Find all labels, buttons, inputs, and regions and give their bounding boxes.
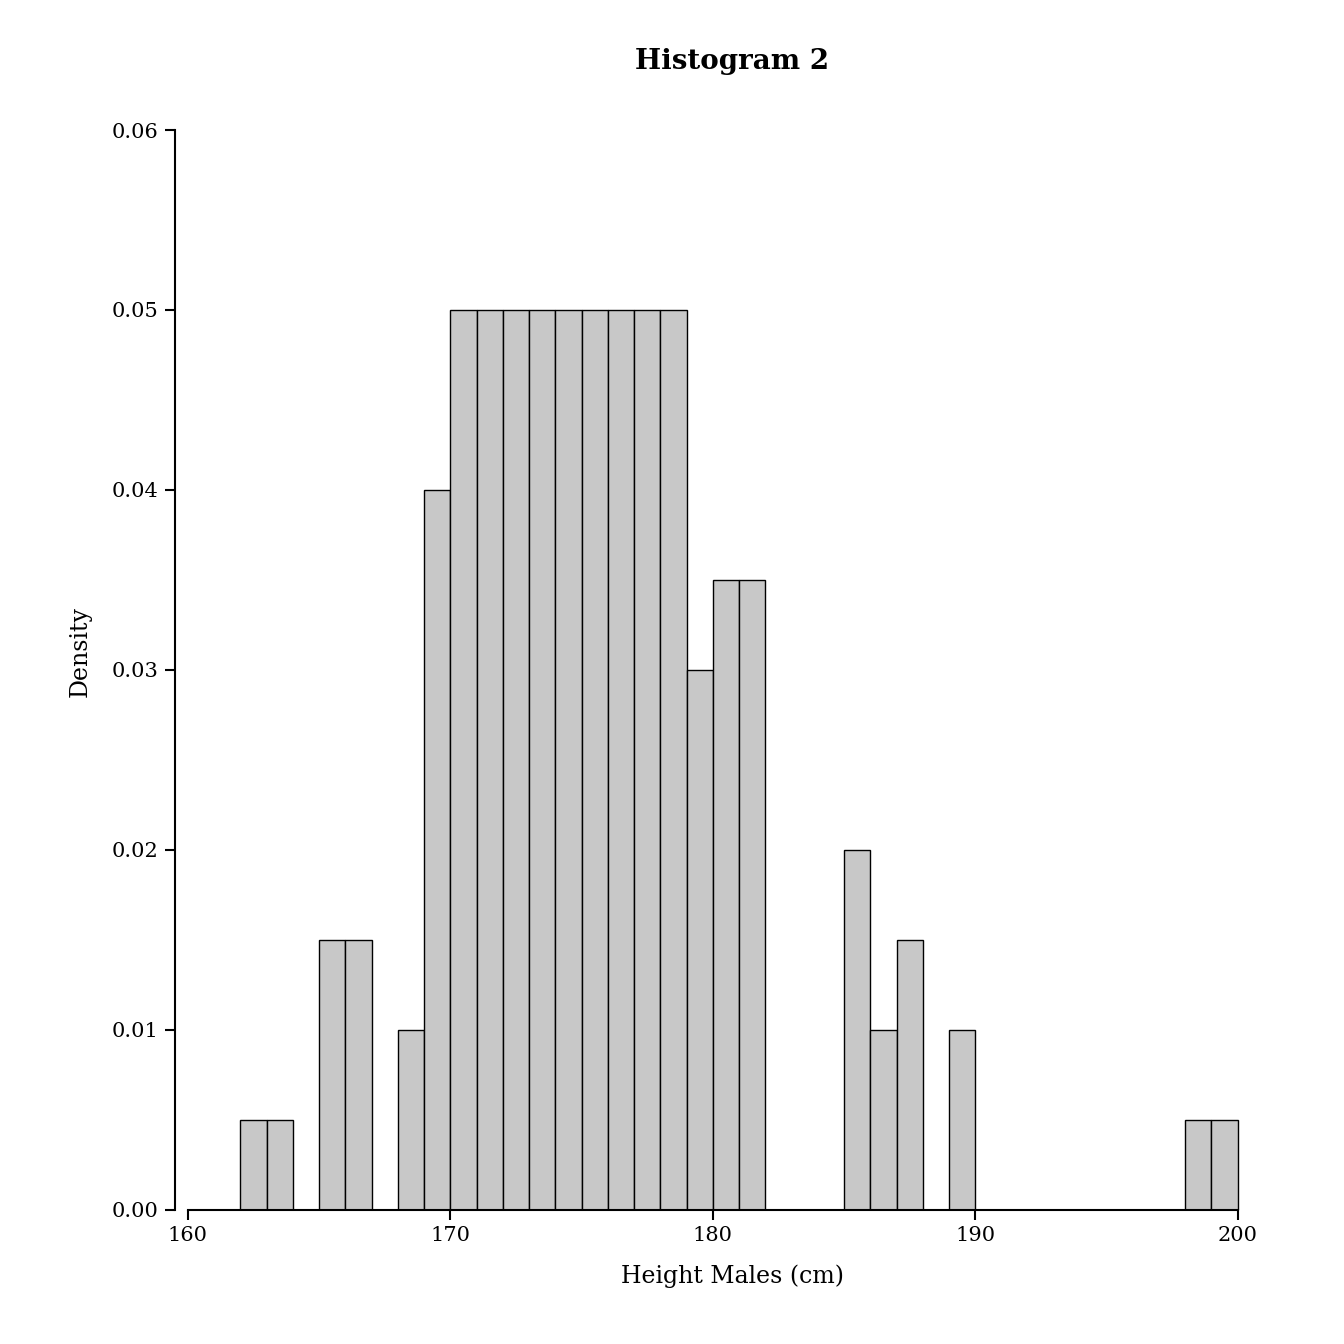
Bar [660,310,687,1210]
Bar [1185,1120,1211,1210]
Bar [530,310,555,1210]
Bar [582,310,607,1210]
Bar [607,310,634,1210]
Bar [477,310,503,1210]
Bar [345,939,371,1210]
Bar [241,1120,266,1210]
Bar [319,939,345,1210]
Bar [555,310,582,1210]
Bar [503,310,530,1210]
Bar [634,310,660,1210]
Bar [450,310,477,1210]
X-axis label: Height Males (cm): Height Males (cm) [621,1265,844,1289]
Title: Histogram 2: Histogram 2 [636,48,829,75]
Bar [896,939,923,1210]
Bar [712,579,739,1210]
Bar [266,1120,293,1210]
Bar [687,669,712,1210]
Bar [425,491,450,1210]
Bar [739,579,765,1210]
Y-axis label: Density: Density [69,606,91,698]
Bar [398,1030,425,1210]
Bar [844,849,871,1210]
Bar [949,1030,976,1210]
Bar [871,1030,896,1210]
Bar [1211,1120,1238,1210]
